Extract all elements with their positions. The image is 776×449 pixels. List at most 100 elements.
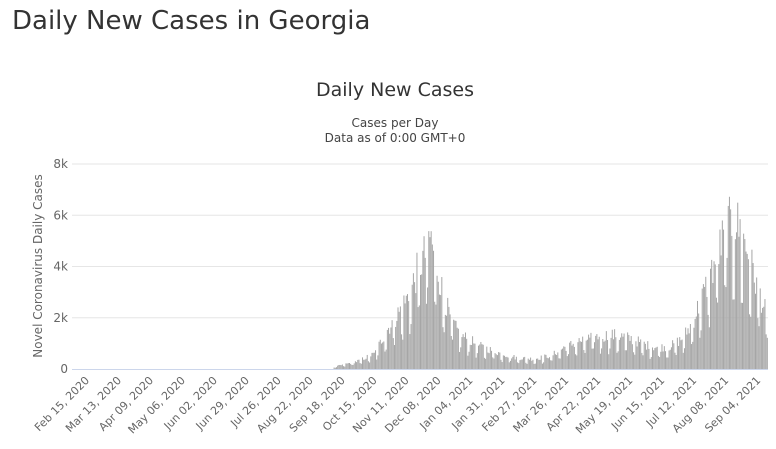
gridlines — [72, 163, 768, 319]
daily-case-bar — [356, 362, 358, 369]
daily-case-bar — [509, 360, 511, 369]
daily-case-bar — [643, 341, 645, 369]
daily-case-bar — [576, 355, 578, 369]
daily-case-bar — [571, 345, 573, 369]
daily-case-bar — [679, 337, 681, 369]
daily-case-bar — [469, 344, 471, 369]
daily-case-bar — [760, 312, 762, 369]
daily-case-bar — [416, 252, 418, 369]
daily-case-bar — [629, 340, 631, 369]
daily-case-bar — [582, 336, 584, 369]
daily-case-bar — [430, 231, 432, 369]
daily-case-bar — [565, 350, 567, 369]
daily-case-bar — [420, 274, 422, 369]
daily-case-bar — [585, 340, 587, 369]
bar-series — [333, 196, 768, 369]
daily-case-bar — [714, 264, 716, 369]
daily-case-bar — [384, 351, 386, 369]
daily-case-bar — [541, 363, 543, 369]
daily-case-bar — [580, 341, 582, 369]
daily-case-bar — [478, 345, 480, 369]
y-tick-label: 0 — [60, 362, 68, 376]
daily-case-bar — [763, 306, 765, 369]
daily-case-bar — [683, 348, 685, 369]
daily-case-bar — [346, 363, 348, 369]
daily-case-bar — [743, 233, 745, 369]
daily-case-bar — [670, 347, 672, 369]
daily-case-bar — [545, 354, 547, 369]
daily-case-bar — [462, 334, 464, 369]
daily-case-bar — [466, 338, 468, 369]
daily-case-bar — [615, 337, 617, 369]
daily-case-bar — [460, 347, 462, 369]
daily-case-bar — [363, 359, 365, 369]
daily-case-bar — [401, 334, 403, 369]
daily-case-bar — [389, 333, 391, 369]
daily-case-bar — [333, 367, 335, 369]
daily-case-bar — [494, 353, 496, 369]
y-tick-label: 4k — [53, 260, 68, 274]
daily-case-bar — [667, 357, 669, 369]
daily-case-bar — [625, 350, 627, 369]
daily-case-bar — [378, 341, 380, 369]
daily-case-bar — [562, 348, 564, 369]
daily-case-bar — [502, 355, 504, 369]
daily-case-bar — [616, 352, 618, 369]
daily-case-bar — [712, 282, 714, 369]
daily-case-bar — [457, 328, 459, 369]
daily-case-bar — [482, 344, 484, 369]
daily-case-bar — [399, 306, 401, 369]
daily-case-bar — [395, 326, 397, 369]
daily-case-bar — [415, 293, 417, 369]
y-axis-title: Novel Coronavirus Daily Cases — [31, 174, 45, 357]
daily-case-bar — [753, 282, 755, 369]
y-tick-label: 8k — [53, 157, 68, 171]
daily-case-bar — [693, 327, 695, 369]
daily-case-bar — [454, 320, 456, 369]
daily-case-bar — [689, 324, 691, 369]
daily-case-bar — [406, 294, 408, 369]
daily-case-bar — [512, 356, 514, 369]
daily-case-bar — [730, 209, 732, 369]
daily-case-bar — [702, 284, 704, 369]
daily-case-bar — [727, 205, 729, 369]
daily-case-bar — [637, 336, 639, 369]
daily-case-bar — [705, 276, 707, 369]
daily-case-bar — [411, 284, 413, 369]
daily-case-bar — [549, 357, 551, 369]
daily-case-bar — [575, 354, 577, 369]
daily-case-bar — [556, 354, 558, 369]
daily-case-bar — [728, 196, 730, 369]
daily-case-bar — [652, 347, 654, 369]
daily-case-bar — [701, 288, 703, 369]
daily-case-bar — [698, 313, 700, 369]
daily-case-bar — [547, 358, 549, 369]
daily-case-bar — [334, 367, 336, 369]
daily-case-bar — [379, 339, 381, 369]
x-tick-label: Sep 04, 2021 — [702, 374, 763, 435]
daily-case-bar — [635, 341, 637, 369]
daily-case-bar — [633, 352, 635, 369]
daily-case-bar — [385, 349, 387, 369]
daily-case-bar — [405, 295, 407, 369]
daily-case-bar — [692, 341, 694, 369]
daily-case-bar — [736, 232, 738, 369]
daily-case-bar — [480, 341, 482, 369]
daily-case-bar — [491, 350, 493, 369]
daily-case-bar — [496, 355, 498, 369]
x-tick-label: Sep 18, 2020 — [287, 374, 348, 435]
y-tick-label: 2k — [53, 311, 68, 325]
chart-subtitle-line: Cases per Day — [352, 116, 439, 130]
daily-case-bar — [369, 362, 371, 369]
daily-case-bar — [607, 340, 609, 369]
daily-case-bar — [746, 253, 748, 369]
daily-case-bar — [591, 348, 593, 369]
daily-case-bar — [662, 351, 664, 369]
daily-case-bar — [514, 359, 516, 369]
daily-case-bar — [390, 327, 392, 369]
daily-case-bar — [644, 343, 646, 369]
daily-case-bar — [435, 304, 437, 369]
daily-case-bar — [410, 324, 412, 369]
daily-case-bar — [588, 334, 590, 369]
daily-case-bar — [461, 337, 463, 369]
